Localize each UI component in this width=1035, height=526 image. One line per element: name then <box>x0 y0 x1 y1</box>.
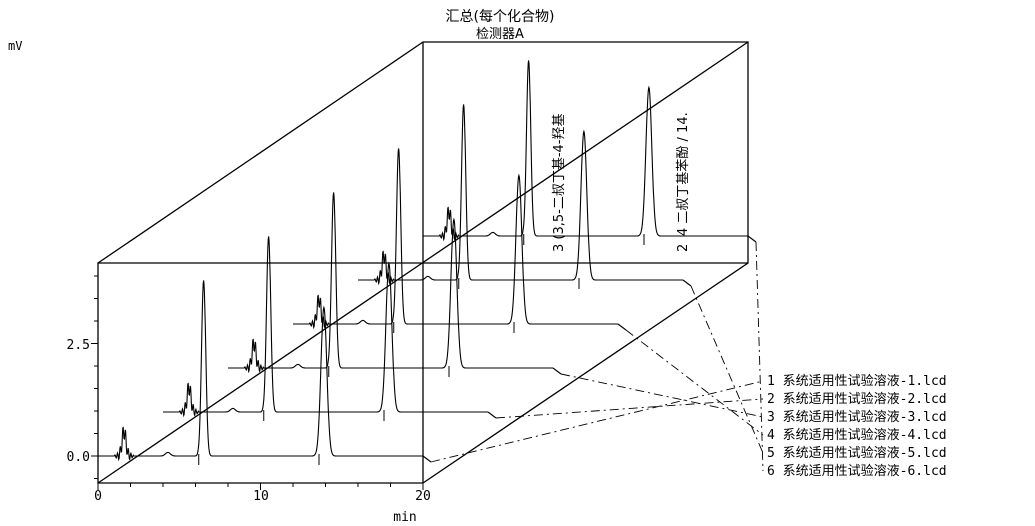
peak-label-4: 4 二叔丁基苯酚 / 14. <box>676 112 691 236</box>
legend-entry: 2 系统适用性试验溶液-2.lcd <box>767 391 947 407</box>
legend-leader <box>495 398 764 419</box>
legend-entry: 1 系统适用性试验溶液-1.lcd <box>767 373 947 389</box>
chromatogram-trace <box>293 148 618 330</box>
legend-leader <box>755 241 764 472</box>
axis-ticks <box>91 275 424 490</box>
x-tick-labels: 0 10 20 <box>94 489 431 504</box>
chromatogram-trace <box>358 104 683 286</box>
chromatogram-trace <box>423 60 748 242</box>
legend: 1 系统适用性试验溶液-1.lcd 2 系统适用性试验溶液-2.lcd 3 系统… <box>767 373 947 479</box>
chromatogram-trace <box>228 192 553 374</box>
legend-entry: 6 系统适用性试验溶液-6.lcd <box>767 463 947 479</box>
trace-tail <box>487 411 497 419</box>
y-tick-label: 0.0 <box>67 450 90 465</box>
y-tick-label: 2.5 <box>67 338 90 353</box>
y-tick-labels: 0.0 2.5 <box>67 338 90 465</box>
legend-entry: 4 系统适用性试验溶液-4.lcd <box>767 427 947 443</box>
legend-leader <box>430 380 764 463</box>
x-tick-label: 0 <box>94 489 102 504</box>
trace-tail <box>682 279 692 287</box>
box-diagonal <box>97 41 749 484</box>
chromatogram-trace <box>98 280 423 462</box>
legend-entry: 3 系统适用性试验溶液-3.lcd <box>767 409 947 425</box>
legend-leaders <box>430 241 764 472</box>
x-tick-label: 10 <box>253 489 269 504</box>
trace-tail <box>422 455 432 463</box>
chromatogram-trace <box>163 236 488 418</box>
legend-leader <box>625 329 764 436</box>
trace-tail <box>552 367 562 375</box>
trace-tail <box>617 323 627 331</box>
legend-leader <box>560 373 764 418</box>
peak-label-3: 3 (3,5-二叔丁基-4-羟基 <box>552 114 567 253</box>
peak-label-2: 2 <box>676 244 691 252</box>
chromatogram-traces <box>98 60 757 465</box>
x-tick-label: 20 <box>415 489 431 504</box>
trace-tail <box>747 235 757 243</box>
legend-leader <box>690 285 764 454</box>
legend-entry: 5 系统适用性试验溶液-5.lcd <box>767 445 947 461</box>
y-axis-label: mV <box>8 39 22 53</box>
x-axis-label: min <box>393 510 416 525</box>
chart-title: 汇总(每个化合物) <box>446 9 555 25</box>
chart-subtitle: 检测器A <box>476 27 524 42</box>
